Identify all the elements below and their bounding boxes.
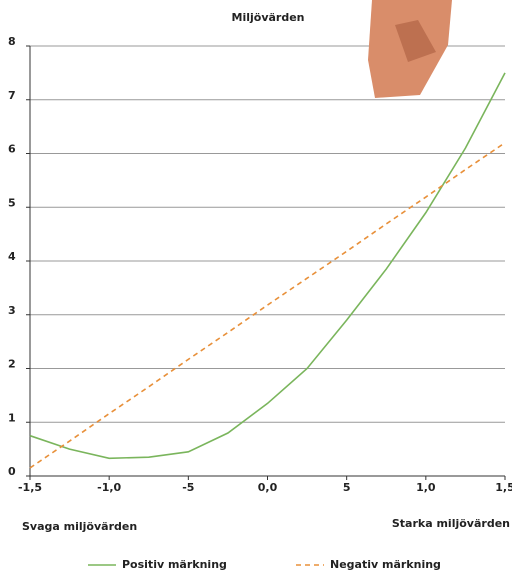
y-tick-label: 0 [8,465,16,478]
y-tick-label: 6 [8,143,16,156]
legend-label: Negativ märkning [330,558,441,571]
x-tick-label: 1,5 [495,481,512,494]
y-tick-label: 8 [8,35,16,48]
x-right-label: Starka miljövärden [392,517,510,530]
x-left-label: Svaga miljövärden [22,520,137,533]
y-tick-label: 3 [8,304,16,317]
y-tick-label: 4 [8,250,16,263]
x-tick-label: -5 [182,481,194,494]
y-tick-label: 1 [8,411,16,424]
photo-shade [395,20,436,62]
x-tick-label: 0,0 [258,481,278,494]
series-line [29,72,506,460]
chart-title: Miljövärden [232,11,305,24]
x-tick-label: -1,0 [97,481,121,494]
x-tick-label: 1,0 [416,481,436,494]
y-tick-label: 7 [8,89,16,102]
x-tick-label: 5 [343,481,351,494]
series-line [29,142,506,469]
y-tick-label: 5 [8,196,16,209]
legend-label: Positiv märkning [122,558,227,571]
x-tick-label: -1,5 [18,481,42,494]
y-tick-label: 2 [8,358,16,371]
